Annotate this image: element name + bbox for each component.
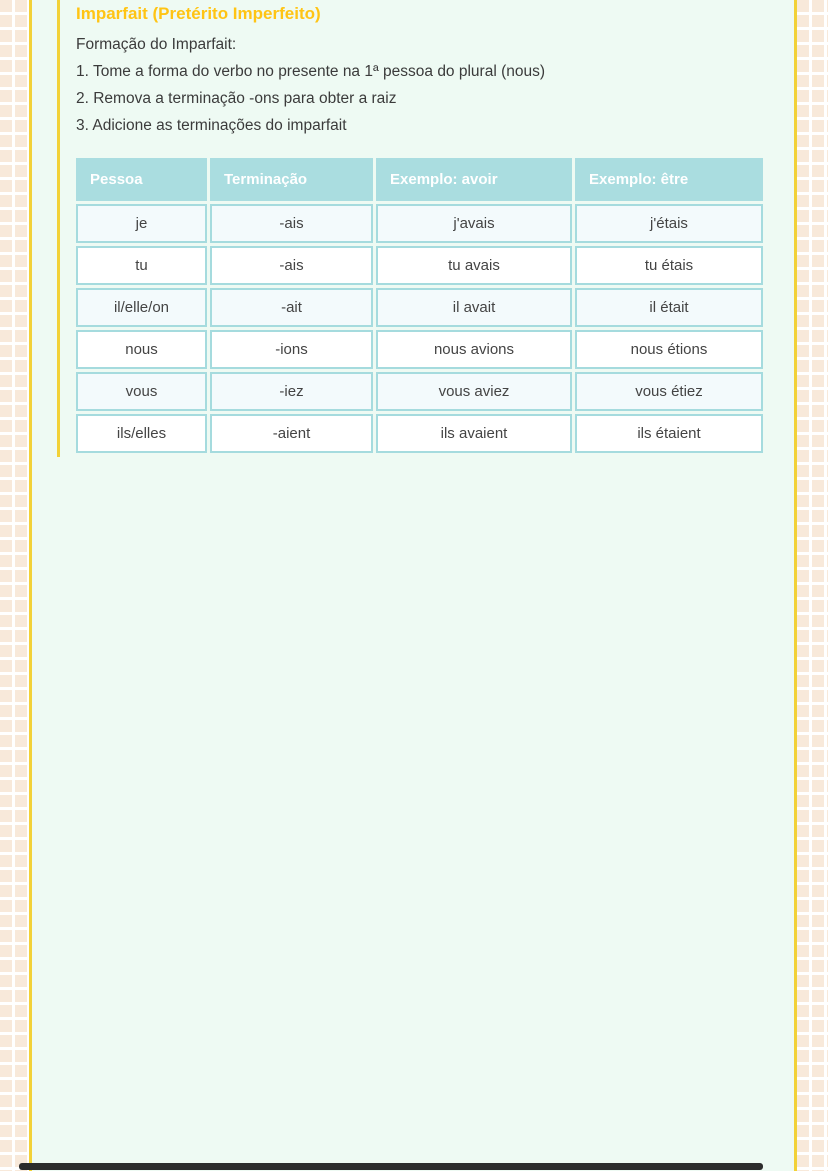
intro-text: Formação do Imparfait:	[76, 36, 237, 53]
card-left-border-line	[57, 0, 60, 457]
header-pessoa: Pessoa	[76, 158, 207, 201]
table-row: vous -iez vous aviez vous étiez	[76, 372, 763, 411]
cell-avoir: vous aviez	[376, 372, 572, 411]
step-3: 3. Adicione as terminações do imparfait	[76, 117, 347, 134]
header-terminacao: Terminação	[210, 158, 373, 201]
formation-instructions: Formação do Imparfait: 1. Tome a forma d…	[76, 31, 776, 139]
step-2: 2. Remova a terminação -ons para obter a…	[76, 90, 397, 107]
cell-etre: nous étions	[575, 330, 763, 369]
header-exemplo-etre: Exemplo: être	[575, 158, 763, 201]
table-header-row: Pessoa Terminação Exemplo: avoir Exemplo…	[76, 158, 763, 201]
horizontal-scrollbar-thumb[interactable]	[19, 1163, 763, 1170]
section-title: Imparfait (Pretérito Imperfeito)	[76, 4, 321, 23]
conjugation-table-container: Pessoa Terminação Exemplo: avoir Exemplo…	[73, 155, 766, 456]
cell-person: vous	[76, 372, 207, 411]
cell-ending: -iez	[210, 372, 373, 411]
conjugation-table: Pessoa Terminação Exemplo: avoir Exemplo…	[73, 155, 766, 456]
right-frame-line	[794, 0, 797, 1171]
table-row: je -ais j'avais j'étais	[76, 204, 763, 243]
cell-avoir: ils avaient	[376, 414, 572, 453]
cell-person: ils/elles	[76, 414, 207, 453]
table-row: tu -ais tu avais tu étais	[76, 246, 763, 285]
right-margin-pattern	[797, 0, 828, 1171]
cell-avoir: tu avais	[376, 246, 572, 285]
cell-etre: tu étais	[575, 246, 763, 285]
cell-ending: -ait	[210, 288, 373, 327]
cell-person: nous	[76, 330, 207, 369]
cell-avoir: j'avais	[376, 204, 572, 243]
header-exemplo-avoir: Exemplo: avoir	[376, 158, 572, 201]
cell-etre: j'étais	[575, 204, 763, 243]
cell-ending: -aient	[210, 414, 373, 453]
left-margin-pattern	[0, 0, 29, 1171]
cell-ending: -ions	[210, 330, 373, 369]
cell-person: tu	[76, 246, 207, 285]
cell-ending: -ais	[210, 246, 373, 285]
table-row: il/elle/on -ait il avait il était	[76, 288, 763, 327]
cell-etre: il était	[575, 288, 763, 327]
table-row: ils/elles -aient ils avaient ils étaient	[76, 414, 763, 453]
cell-ending: -ais	[210, 204, 373, 243]
cell-avoir: il avait	[376, 288, 572, 327]
left-frame-line	[29, 0, 32, 1171]
table-row: nous -ions nous avions nous étions	[76, 330, 763, 369]
lesson-content: Imparfait (Pretérito Imperfeito) Formaçã…	[76, 0, 776, 139]
step-1: 1. Tome a forma do verbo no presente na …	[76, 63, 546, 80]
cell-person: je	[76, 204, 207, 243]
cell-etre: ils étaient	[575, 414, 763, 453]
cell-avoir: nous avions	[376, 330, 572, 369]
cell-etre: vous étiez	[575, 372, 763, 411]
cell-person: il/elle/on	[76, 288, 207, 327]
